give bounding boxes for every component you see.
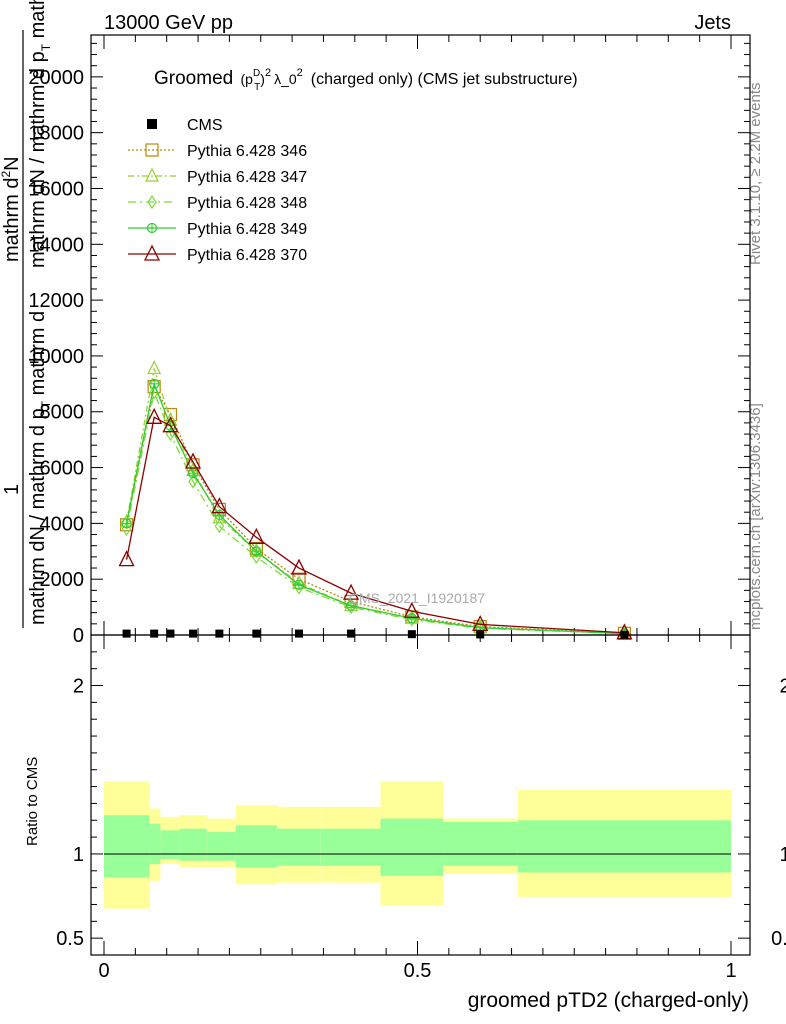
cms-point-5 [252,629,261,638]
y-tick-label: 0 [73,625,84,647]
series-4-point-5 [248,527,265,544]
x-axis-label: groomed pTD2 (charged-only) [468,989,749,1012]
y-tick-label: 4000 [40,513,85,535]
series-1-point-1 [147,360,162,375]
ratio-plot: 0.5 0.5 1 1 2 2 0 0.5 1 [56,634,786,982]
y-tick-label: 18000 [28,123,84,145]
x-tick-label: 0 [98,960,109,982]
series-4-point-3 [184,452,202,469]
y-tick-label: 16000 [28,178,84,200]
cms-point-8 [407,630,416,639]
ratio-band-green-9 [443,821,518,866]
cms-point-2 [166,629,175,638]
series-4-point-1 [146,407,163,424]
ratio-band-green-6 [277,828,321,866]
rivet-label: Rivet 3.1.10, ≥ 2.2M events [747,83,764,266]
header-right: Jets [694,12,731,34]
ratio-band-green-10 [517,820,731,873]
cms-point-6 [294,629,303,638]
x-tick-label: 1 [725,960,736,982]
ratio-band-green-0 [104,815,150,878]
legend-marker-0 [145,143,159,157]
legend-label-cms: CMS [187,117,223,134]
x-tick-label: 0.5 [404,960,432,982]
y-tick-label: 10000 [28,346,84,368]
mcplots-label: mcplots.cern.ch [arXiv:1306.3436] [747,403,764,630]
ratio-tick-label-right: 0.5 [771,928,786,950]
series-line-2 [125,389,625,635]
main-ylabel: 1 mathrm d2N mathrm dN / mathrm d pT mat… [0,0,53,628]
legend-label-0: Pythia 6.428 346 [187,143,307,160]
analysis-watermark: CMS_2021_I1920187 [349,590,485,606]
chart-title: Groomed (pD T)2 λ_02 (charged only) (CMS je… [154,67,578,93]
series-4-point-9 [472,614,489,632]
legend-marker-2 [147,194,157,210]
ratio-tick-label-right: 1 [779,844,786,866]
main-plot: 0 2000 4000 6000 8000 10000 12000 14000 16000 180… [28,34,751,647]
ratio-band-green-7 [320,828,381,866]
series-1-point-4 [212,509,227,524]
cms-point-4 [215,629,224,638]
legend: CMS Pythia 6.428 346 Pythia 6.428 347 Pythi… [128,117,307,264]
ratio-band-green-1 [149,823,161,865]
ratio-frame [90,634,751,956]
y-tick-label: 2000 [40,569,85,591]
series-4-point-7 [342,583,360,600]
ratio-ylabel: Ratio to CMS [24,757,41,846]
ratio-band-green-8 [380,818,444,876]
y-tick-label: 20000 [28,67,84,89]
y-tick-label: 12000 [28,290,84,312]
ratio-band-green-4 [206,832,236,861]
series-4-point-6 [290,558,308,575]
legend-marker-4 [143,244,161,261]
cms-point-7 [347,629,356,638]
series-4-point-2 [162,416,179,433]
cms-point-0 [122,629,131,638]
series-4-point-8 [403,601,420,618]
ylabel-lambda: mathrm dN / mathrm d pT mathrm d lambda [27,0,53,268]
ylabel-lower: mathrm dN / mathrm d pT mathrm d [27,311,53,625]
series-4-point-0 [118,550,135,567]
ratio-tick-label-right: 2 [779,676,786,698]
legend-marker-cms [147,119,157,129]
ratio-tick-label-left: 1 [73,844,84,866]
ratio-band-green-3 [179,828,207,861]
legend-label-2: Pythia 6.428 348 [187,195,307,212]
ylabel-num-top: mathrm d2N [0,156,23,262]
cms-point-1 [150,629,159,638]
header-left: 13000 GeV pp [104,12,233,34]
ratio-band-green-2 [160,830,180,859]
legend-label-3: Pythia 6.428 349 [187,221,307,238]
y-tick-label: 14000 [28,234,84,256]
legend-marker-1 [145,167,159,182]
ratio-band-green-5 [235,825,278,868]
ratio-tick-label-left: 2 [73,676,84,698]
ratio-tick-label-left: 0.5 [56,928,84,950]
series-4-point-4 [211,497,228,514]
legend-label-4: Pythia 6.428 370 [187,247,307,264]
ylabel-one: 1 [1,484,23,495]
series-line-4 [125,416,625,634]
legend-label-1: Pythia 6.428 347 [187,169,307,186]
cms-point-3 [189,629,198,638]
series-2-point-4 [214,519,225,534]
series-4 [118,407,633,640]
y-tick-label: 6000 [40,458,85,480]
series-2-point-3 [188,474,198,489]
y-tick-label: 8000 [40,402,85,424]
